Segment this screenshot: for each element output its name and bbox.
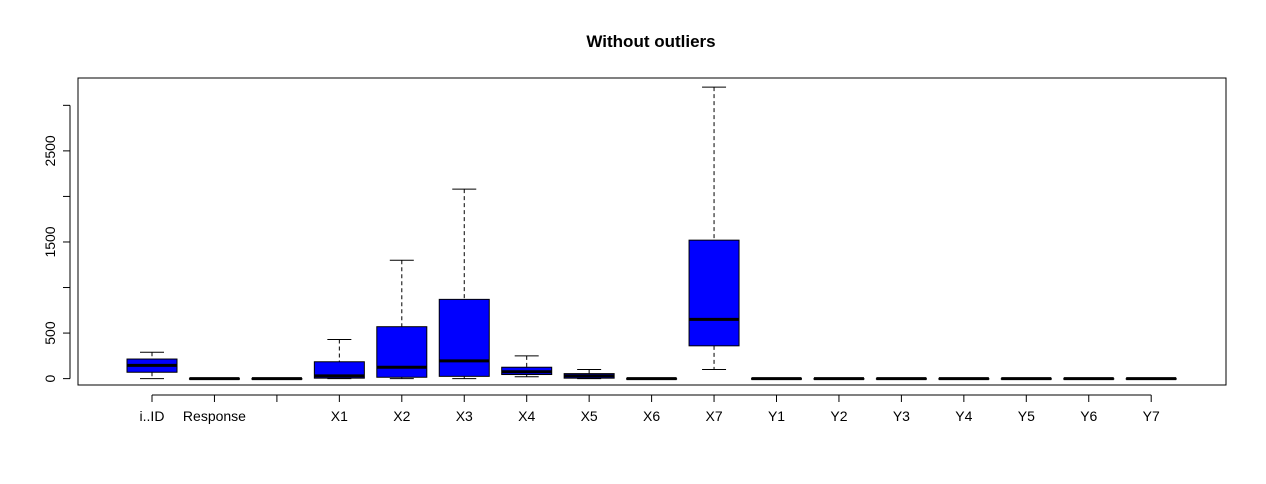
- x-tick-label: Y4: [955, 408, 972, 424]
- x-tick-label: Y1: [768, 408, 785, 424]
- box-y3: [875, 377, 927, 381]
- x-tick-label: X4: [518, 408, 535, 424]
- box-y1: [751, 377, 802, 381]
- x-tick-label: X6: [643, 408, 660, 424]
- box-x5: [563, 369, 615, 380]
- iqr-box: [376, 326, 428, 378]
- x-tick-label: Y7: [1143, 408, 1160, 424]
- box-x3: [438, 188, 490, 380]
- y-tick-label: 0: [42, 375, 58, 383]
- y-tick-label: 2500: [42, 135, 58, 166]
- box-x4: [501, 355, 553, 378]
- x-tick-label: X1: [331, 408, 348, 424]
- box-x7: [688, 86, 740, 371]
- box-x6: [626, 377, 678, 381]
- chart-title: Without outliers: [586, 32, 715, 51]
- plot-frame: [77, 77, 1227, 386]
- x-tick-label: X3: [456, 408, 473, 424]
- x-axis: i..ID Response X1 X2 X3 X4 X5 X6 X7 Y1 Y2 Y3 Y4 Y5 Y6 Y…: [140, 394, 1160, 424]
- box-y6: [1063, 377, 1115, 381]
- box-x1: [313, 338, 365, 380]
- y-tick-label: 1500: [42, 226, 58, 257]
- box-y5: [1000, 377, 1052, 381]
- x-tick-label: X5: [581, 408, 598, 424]
- x-tick-label: X7: [705, 408, 722, 424]
- box-y7: [1125, 377, 1177, 381]
- y-tick-label: 500: [42, 321, 58, 345]
- y-axis: 0 500 1500 2500: [42, 104, 71, 383]
- box-y4: [938, 377, 990, 381]
- x-tick-label: Y6: [1080, 408, 1097, 424]
- x-tick-label: Y3: [893, 408, 910, 424]
- x-tick-label: X2: [393, 408, 410, 424]
- box-x2: [376, 259, 428, 380]
- x-tick-label: Response: [183, 408, 246, 424]
- box-unnamed: [251, 377, 303, 381]
- box-response: [188, 377, 240, 381]
- x-tick-label: Y2: [830, 408, 847, 424]
- x-tick-label: Y5: [1018, 408, 1035, 424]
- iqr-box: [313, 361, 365, 379]
- box-i-id: [126, 351, 178, 380]
- x-tick-label: i..ID: [140, 408, 165, 424]
- box-group: [126, 86, 1177, 381]
- box-y2: [813, 377, 865, 381]
- iqr-box: [688, 239, 740, 347]
- iqr-box: [438, 298, 490, 377]
